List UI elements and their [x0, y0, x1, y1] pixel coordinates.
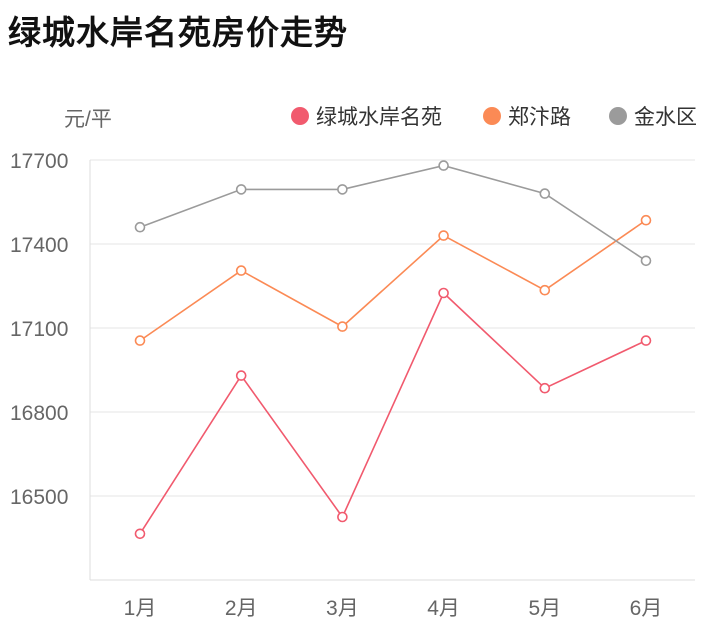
data-point — [539, 188, 551, 199]
data-point — [235, 265, 247, 276]
data-point — [337, 321, 348, 332]
series-line — [139, 291, 647, 535]
x-tick-label: 3月 — [326, 597, 359, 620]
page-title: 绿城水岸名苑房价走势 — [8, 14, 348, 51]
y-tick-label: 17400 — [10, 234, 68, 257]
legend-item[interactable]: 金水区 — [609, 106, 697, 129]
data-point — [235, 370, 247, 381]
legend-marker-icon — [291, 107, 309, 125]
data-point — [337, 511, 348, 523]
data-point — [539, 284, 551, 296]
y-tick-label: 17100 — [10, 318, 68, 341]
data-point — [337, 184, 348, 195]
series-lines — [134, 160, 652, 540]
data-point — [235, 184, 247, 195]
series-3 — [134, 160, 652, 267]
legend-marker-icon — [609, 107, 627, 125]
data-point — [134, 528, 146, 540]
x-tick-label: 6月 — [630, 597, 663, 620]
x-tick-label: 1月 — [124, 597, 157, 620]
data-point — [438, 160, 449, 171]
y-tick-label: 16800 — [10, 402, 68, 425]
legend-item[interactable]: 郑汴路 — [483, 106, 571, 129]
data-point — [438, 230, 449, 241]
grid-lines — [90, 159, 695, 497]
y-tick-label: 16500 — [10, 486, 68, 509]
data-point — [539, 382, 551, 394]
y-axis-unit-label: 元/平 — [64, 108, 112, 131]
legend-label: 绿城水岸名苑 — [316, 106, 442, 129]
x-tick-label: 2月 — [225, 597, 258, 620]
legend-label: 金水区 — [634, 106, 697, 129]
legend[interactable]: 绿城水岸名苑 郑汴路 金水区 — [291, 106, 697, 129]
data-point — [640, 255, 652, 267]
axes: 16500 16800 17100 17400 17700 1月 2月 3月 4月 5月 6月 — [10, 150, 695, 620]
data-point — [438, 287, 449, 299]
y-tick-label: 17700 — [10, 150, 68, 173]
legend-item[interactable]: 绿城水岸名苑 — [291, 106, 442, 129]
data-point — [134, 221, 146, 233]
x-tick-label: 5月 — [528, 597, 561, 620]
data-point — [134, 335, 146, 346]
data-point — [640, 214, 652, 226]
series-2 — [134, 214, 652, 346]
x-tick-label: 4月 — [427, 597, 460, 620]
series-line — [139, 164, 647, 262]
series-line — [139, 219, 647, 342]
legend-marker-icon — [483, 107, 501, 125]
data-point — [640, 335, 652, 346]
series-1 — [134, 287, 652, 540]
legend-label: 郑汴路 — [508, 106, 571, 129]
